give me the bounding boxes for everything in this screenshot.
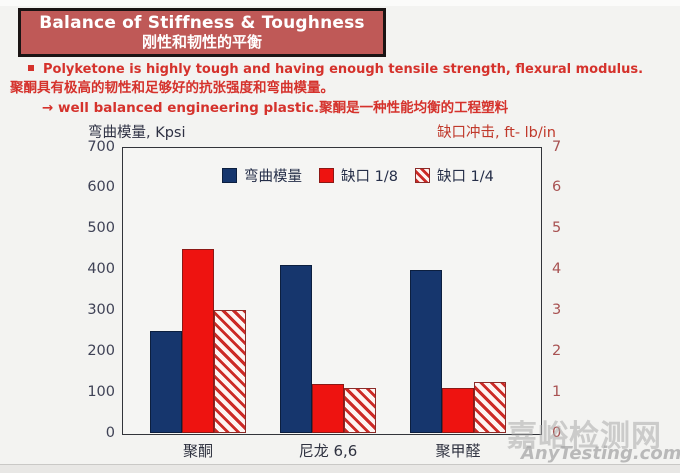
y-axis-left-tick: 300 (87, 301, 115, 318)
watermark-en: AnyTesting.com (521, 443, 680, 464)
bullet-text-en: Polyketone is highly tough and having en… (43, 62, 644, 77)
y-axis-right-tick: 2 (552, 342, 562, 359)
bullet-line-2: 聚酮具有极高的韧性和足够好的抗张强度和弯曲模量。 (10, 80, 334, 96)
y-axis-right-tick: 1 (552, 383, 562, 400)
y-axis-left-tick: 400 (87, 261, 115, 278)
bullet-line-1: Polyketone is highly tough and having en… (28, 62, 678, 78)
bar-hatch (344, 388, 376, 433)
y-axis-right-tick: 4 (552, 261, 562, 278)
x-axis-category-label: 聚酮 (182, 442, 213, 460)
y-axis-left-tick: 100 (87, 383, 115, 400)
y-axis-right-tick: 6 (552, 179, 562, 196)
legend-item-modulus: 弯曲模量 (222, 165, 302, 186)
legend-swatch-red-icon (319, 168, 334, 183)
bar-hatch (214, 310, 246, 433)
slide-title-zh: 刚性和韧性的平衡 (141, 33, 262, 51)
y-axis-right-tick: 5 (552, 220, 562, 237)
watermark-zh: 嘉峪检测网 (507, 419, 662, 454)
title-banner: Balance of Stiffness & Toughness 刚性和韧性的平… (18, 8, 386, 57)
y-axis-left-tick: 600 (87, 179, 115, 196)
bar-solid-blue (410, 269, 442, 433)
y-axis-right-tick: 7 (552, 138, 562, 155)
legend-item-notch-18: 缺口 1/8 (319, 165, 398, 186)
legend-swatch-hatch-icon (414, 168, 430, 183)
y-axis-left-tick: 700 (87, 138, 115, 155)
legend-label: 缺口 1/8 (341, 169, 398, 185)
y-axis-left-tick: 0 (105, 424, 115, 441)
bar-solid-red (182, 249, 214, 433)
bar-solid-red (442, 388, 474, 433)
chart-legend: 弯曲模量 缺口 1/8 缺口 1/4 (222, 165, 494, 186)
y-axis-left-tick: 500 (87, 220, 115, 237)
page-top-strip (0, 0, 680, 6)
bar-solid-blue (150, 330, 182, 433)
bar-hatch (474, 381, 506, 433)
legend-swatch-blue-icon (222, 168, 237, 183)
x-axis-category-label: 聚甲醛 (435, 442, 481, 460)
arrow-conclusion-line: → well balanced engineering plastic.聚酮是一… (42, 100, 509, 116)
right-axis-title: 缺口冲击, ft- lb/in (437, 125, 556, 141)
legend-label: 弯曲模量 (244, 169, 302, 185)
left-axis-title: 弯曲模量, Kpsi (88, 125, 186, 141)
page-bottom-strip (0, 464, 680, 473)
legend-label: 缺口 1/4 (436, 169, 494, 185)
y-axis-left-tick: 200 (87, 342, 115, 359)
bar-solid-blue (280, 265, 312, 433)
legend-item-notch-14: 缺口 1/4 (414, 165, 494, 186)
slide-title-en: Balance of Stiffness & Toughness (39, 13, 365, 33)
bullet-square-icon (28, 65, 34, 71)
y-axis-right-tick: 3 (552, 301, 562, 318)
bar-solid-red (312, 383, 344, 433)
y-axis-right-tick: 0 (552, 424, 562, 441)
x-axis-category-label: 尼龙 6,6 (298, 442, 358, 460)
